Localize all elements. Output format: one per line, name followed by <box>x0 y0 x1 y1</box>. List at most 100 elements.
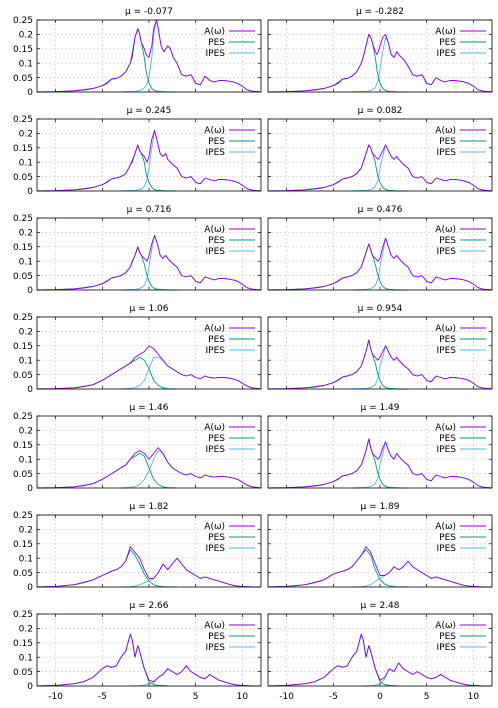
y-tick-label: 0.1 <box>19 554 33 564</box>
legend-label: IPES <box>206 346 226 356</box>
series-line-ipes <box>120 450 262 489</box>
legend-label: PES <box>439 236 456 246</box>
legend-label: IPES <box>437 346 457 356</box>
y-tick-label: 0.15 <box>13 144 33 154</box>
legend-label: IPES <box>437 148 457 158</box>
y-tick-label: 0.15 <box>13 441 33 451</box>
legend-label: A(ω) <box>204 225 225 235</box>
series-line-ipes <box>351 237 493 291</box>
legend-label: PES <box>208 434 225 444</box>
legend-label: IPES <box>206 49 226 59</box>
y-tick-label: 0.1 <box>19 653 33 663</box>
legend-label: PES <box>208 137 225 147</box>
legend-label: A(ω) <box>435 126 456 136</box>
panel-title: μ = -0.282 <box>356 7 404 17</box>
legend-label: PES <box>208 632 225 642</box>
y-tick-label: 0.05 <box>13 272 33 282</box>
panel-title: μ = 2.48 <box>360 601 399 611</box>
y-tick-label: 0.2 <box>19 130 33 140</box>
legend-label: A(ω) <box>435 324 456 334</box>
legend-label: IPES <box>206 544 226 554</box>
panel-title: μ = 0.716 <box>127 205 172 215</box>
x-tick-label: 0 <box>377 692 383 702</box>
panel-title: μ = 0.082 <box>358 106 403 116</box>
x-tick-label: 5 <box>193 692 199 702</box>
x-tick-label: -5 <box>98 692 107 702</box>
panel-title: μ = -0.077 <box>125 7 173 17</box>
legend-label: A(ω) <box>204 522 225 532</box>
x-tick-label: -5 <box>329 692 338 702</box>
series-line-a <box>267 546 492 588</box>
legend-label: IPES <box>206 643 226 653</box>
series-line-a <box>36 19 262 93</box>
x-tick-label: 10 <box>468 692 480 702</box>
legend-label: IPES <box>437 247 457 257</box>
x-tick-label: -10 <box>48 692 63 702</box>
y-tick-label: 0.05 <box>13 470 33 480</box>
legend-label: A(ω) <box>204 324 225 334</box>
series-line-a <box>267 237 493 291</box>
y-tick-label: 0.2 <box>19 427 33 437</box>
legend-label: A(ω) <box>435 27 456 37</box>
y-tick-label: 0.1 <box>19 59 33 69</box>
legend-label: A(ω) <box>204 621 225 631</box>
series-line-ipes <box>351 345 493 390</box>
legend-label: IPES <box>437 49 457 59</box>
y-tick-label: 0.25 <box>13 16 33 26</box>
y-tick-label: 0.05 <box>13 74 33 84</box>
series-line-ipes <box>120 130 262 192</box>
y-tick-label: 0 <box>27 88 33 98</box>
y-tick-label: 0.25 <box>13 610 33 620</box>
legend-label: A(ω) <box>435 225 456 235</box>
x-tick-label: 5 <box>424 692 430 702</box>
y-tick-label: 0.2 <box>19 328 33 338</box>
y-tick-label: 0.15 <box>13 639 33 649</box>
y-tick-label: 0.2 <box>19 229 33 239</box>
x-tick-label: 0 <box>146 692 152 702</box>
y-tick-label: 0.15 <box>13 243 33 253</box>
legend-label: A(ω) <box>204 27 225 37</box>
y-tick-label: 0.1 <box>19 158 33 168</box>
series-line-ipes <box>120 356 262 390</box>
series-line-pes <box>36 144 177 192</box>
series-line-pes <box>267 243 408 291</box>
y-tick-label: 0.1 <box>19 257 33 267</box>
series-line-a <box>36 130 262 192</box>
legend-label: A(ω) <box>435 423 456 433</box>
y-tick-label: 0.1 <box>19 455 33 465</box>
y-tick-label: 0 <box>27 484 33 494</box>
series-line-pes <box>267 549 408 588</box>
series-line-a <box>36 447 262 489</box>
series-line-ipes <box>351 560 492 588</box>
y-tick-label: 0.05 <box>13 173 33 183</box>
legend-label: PES <box>439 137 456 147</box>
series-line-a <box>267 438 493 489</box>
series-line-pes <box>36 356 178 390</box>
legend-label: PES <box>208 236 225 246</box>
series-line-ipes <box>120 234 262 291</box>
series-line-a <box>36 633 261 687</box>
panel-title: μ = 0.245 <box>127 106 172 116</box>
series-line-pes <box>36 246 177 291</box>
panel-title: μ = 0.476 <box>358 205 403 215</box>
legend-label: PES <box>439 335 456 345</box>
legend-label: PES <box>208 38 225 48</box>
y-tick-label: 0.15 <box>13 540 33 550</box>
legend-label: PES <box>439 38 456 48</box>
series-line-pes <box>36 452 178 489</box>
panel-12: 0 0.05 0.1 0.15 0.2 0.25 -10 -5 0 5 10 μ = 2.66 A(ω)… <box>13 601 262 702</box>
y-tick-label: 0 <box>27 385 33 395</box>
y-tick-label: 0 <box>27 682 33 692</box>
y-tick-label: 0.25 <box>13 313 33 323</box>
panel-title: μ = 1.82 <box>129 502 168 512</box>
y-tick-label: 0.05 <box>13 569 33 579</box>
